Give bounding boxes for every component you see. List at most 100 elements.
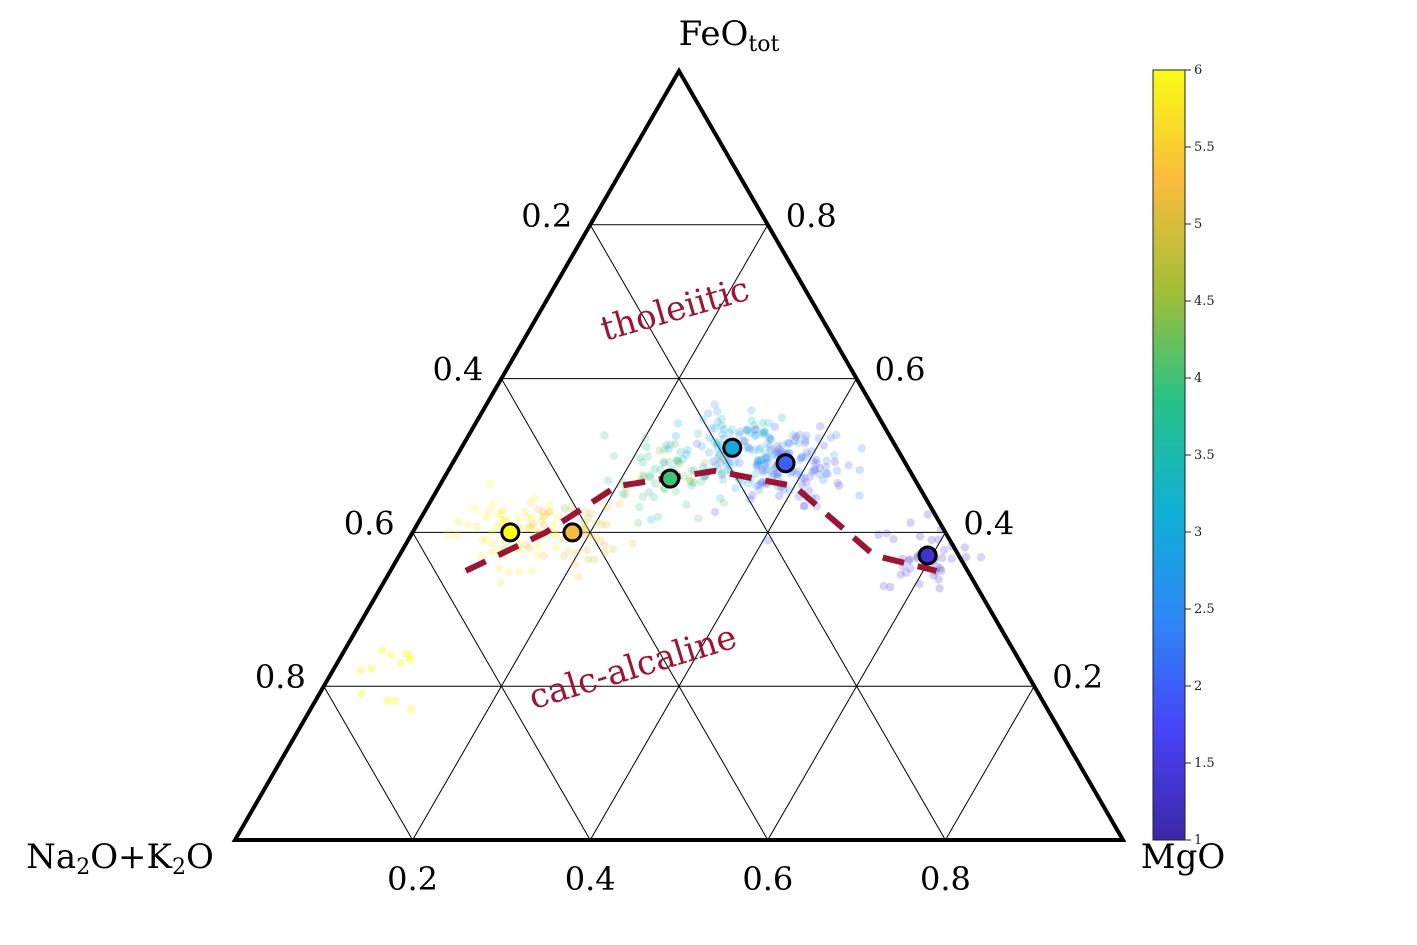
scatter-point (815, 422, 825, 431)
scatter-point (902, 568, 911, 577)
scatter-point (829, 450, 839, 460)
scatter-point (747, 406, 756, 415)
scatter-point (779, 485, 788, 495)
tick-left-3: 0.8 (255, 658, 306, 696)
scatter-point (801, 438, 810, 447)
scatter-point (822, 456, 831, 466)
tick-bottom-1: 0.4 (565, 860, 616, 898)
scatter-point (723, 465, 732, 475)
scatter-point (638, 492, 648, 501)
scatter-point (635, 453, 645, 462)
scatter-point (679, 472, 689, 481)
scatter-point (683, 445, 692, 455)
scatter-point (672, 455, 681, 465)
scatter-point (580, 524, 589, 533)
scatter-point (889, 534, 898, 544)
tick-right-0: 0.8 (786, 197, 837, 235)
scatter-point (770, 470, 779, 479)
scatter-point (476, 551, 486, 560)
scatter-point (752, 462, 761, 471)
scatter-point (758, 455, 767, 464)
scatter-point (844, 461, 853, 470)
scatter-point (482, 512, 491, 522)
scatter-point (718, 475, 728, 484)
scatter-point (795, 455, 805, 465)
scatter-point (704, 433, 714, 442)
scatter-point (831, 430, 841, 440)
scatter-point (755, 480, 764, 490)
scatter-point (765, 442, 774, 451)
scatter-point (750, 469, 760, 479)
average-point-3 (722, 437, 743, 458)
scatter-point (763, 536, 772, 545)
scatter-point (689, 478, 699, 487)
scatter-point (821, 462, 830, 472)
scatter-point (649, 493, 659, 502)
scatter-point (826, 433, 835, 442)
scatter-point (906, 564, 915, 573)
scatter-point (712, 440, 722, 449)
scatter-point (713, 443, 722, 453)
scatter-point (821, 469, 831, 479)
triangle-frame (231, 67, 1127, 842)
scatter-point (560, 504, 569, 513)
scatter-point (746, 495, 755, 504)
scatter-point (879, 581, 888, 591)
scatter-point (472, 522, 481, 532)
scatter-point (713, 417, 723, 427)
scatter-point (659, 457, 668, 467)
scatter-point (698, 415, 707, 424)
scatter-point (499, 515, 508, 525)
scatter-point (800, 436, 810, 445)
vertex-label-top: FeOtot (679, 14, 780, 57)
scatter-point (486, 480, 495, 489)
scatter-point (750, 421, 759, 430)
scatter-point (823, 469, 832, 479)
cb-tick-6: 4 (1194, 371, 1202, 386)
scatter-point (727, 425, 737, 434)
scatter-point (731, 484, 740, 493)
scatter-point (713, 407, 722, 416)
scatter-point (521, 540, 531, 550)
scatter-point (766, 466, 775, 476)
scatter-point (793, 467, 803, 476)
scatter-point (391, 696, 400, 706)
scatter-point (581, 531, 590, 540)
scatter-point (709, 457, 718, 466)
scatter-point (528, 522, 537, 531)
scatter-point (396, 658, 405, 668)
average-point-5 (917, 545, 938, 566)
scatter-point (551, 542, 560, 552)
tick-right-3: 0.2 (1052, 658, 1103, 696)
scatter-point (755, 485, 764, 495)
scatter-point (759, 427, 769, 436)
scatter-point (766, 446, 776, 455)
scatter-point (896, 570, 905, 579)
scatter-point (802, 478, 811, 487)
scatter-point (797, 453, 807, 462)
scatter-point (806, 472, 815, 481)
scatter-point (725, 428, 734, 438)
scatter-point (752, 431, 761, 440)
scatter-point (796, 453, 806, 462)
scatter-point (523, 512, 532, 522)
tick-left-2: 0.6 (344, 504, 395, 542)
scatter-point (692, 439, 702, 448)
scatter-point (745, 444, 755, 454)
scatter-point (710, 437, 719, 446)
scatter-point (783, 438, 793, 448)
scatter-point (835, 481, 844, 490)
scatter-point (660, 445, 669, 454)
scatter-point (628, 539, 637, 548)
scatter-point (756, 456, 766, 465)
scatter-point (638, 471, 647, 480)
scatter-point (579, 518, 589, 528)
grid-line-l-1 (412, 532, 591, 841)
scatter-point (496, 578, 505, 588)
scatter-point (487, 547, 496, 557)
scatter-point (934, 535, 943, 544)
scatter-point (621, 490, 630, 499)
scatter-point (791, 432, 801, 441)
scatter-point (367, 664, 376, 673)
scatter-point (527, 513, 537, 523)
